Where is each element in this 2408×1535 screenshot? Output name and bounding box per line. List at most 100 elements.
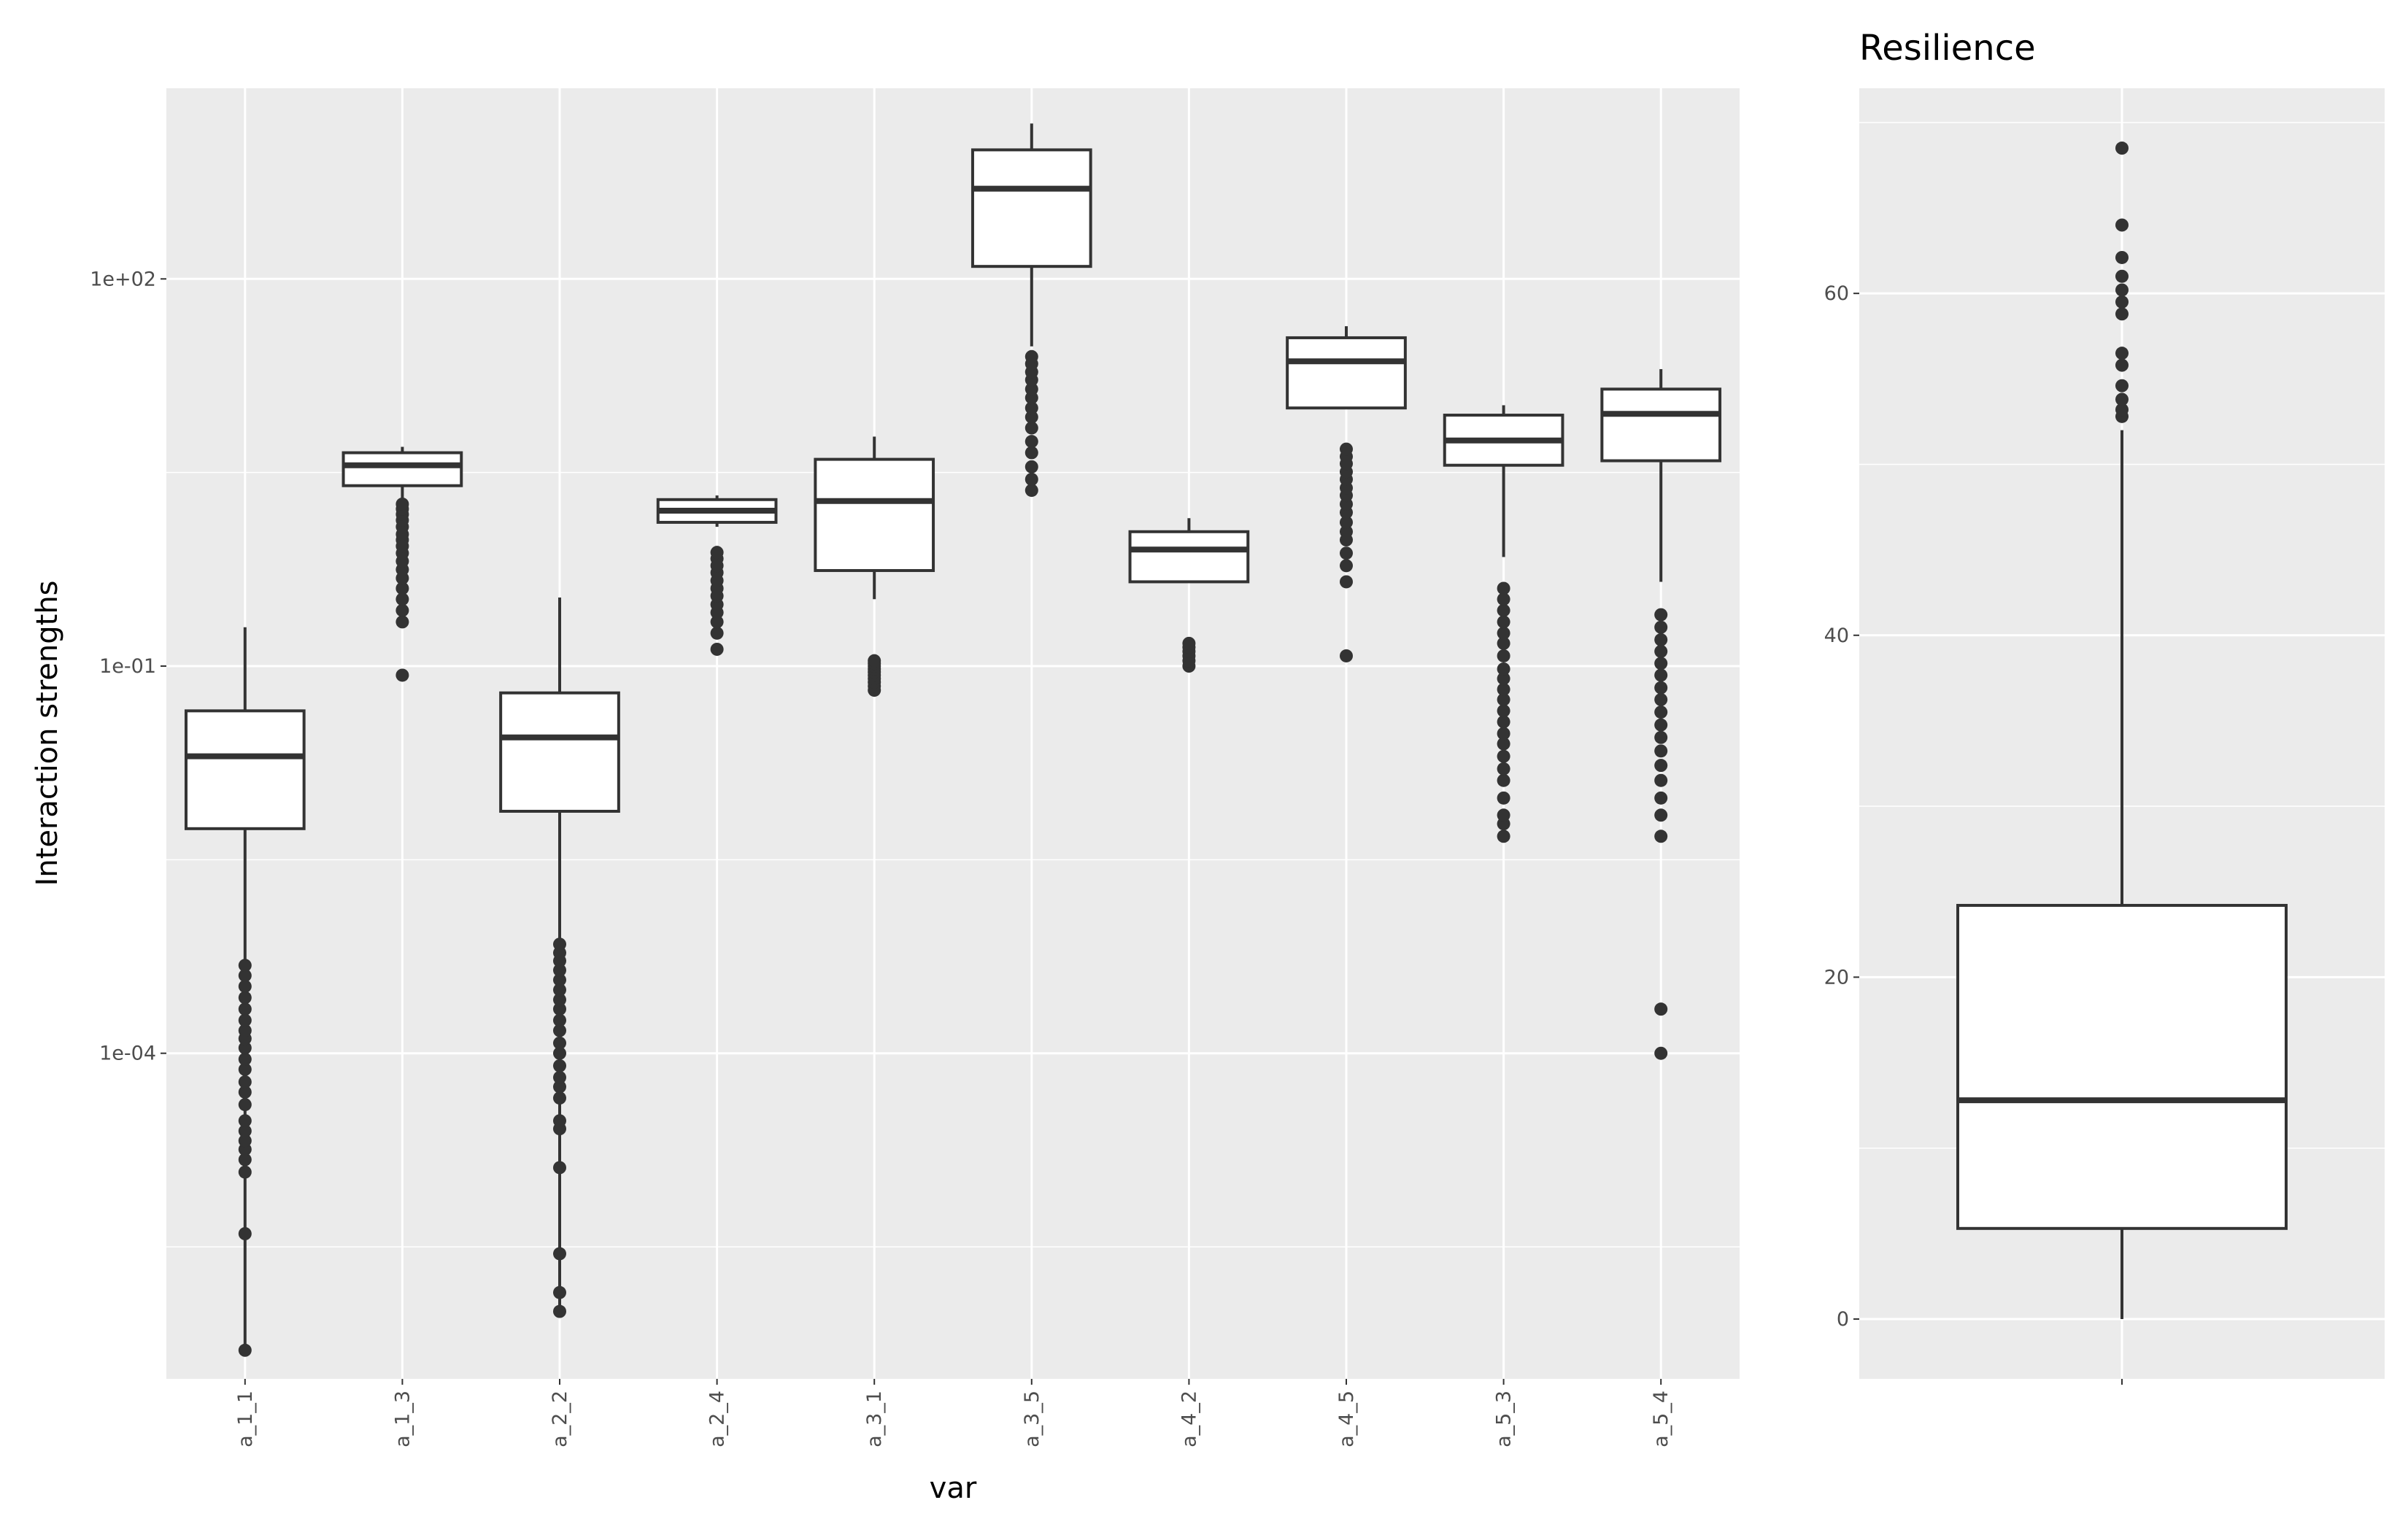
- outlier-point: [1024, 382, 1038, 396]
- boxplot-a-1-1: [184, 627, 306, 1357]
- x-tick-label: a_1_1: [234, 1391, 257, 1447]
- outlier-point: [1340, 649, 1353, 662]
- outlier-point: [553, 1080, 566, 1094]
- outlier-point: [238, 1114, 252, 1128]
- outlier-point: [1024, 484, 1038, 498]
- panel-title: Resilience: [1859, 28, 2036, 69]
- outlier-point: [1497, 682, 1510, 696]
- outlier-point: [710, 615, 724, 629]
- box-iqr: [970, 148, 1092, 268]
- outlier-point: [238, 979, 252, 993]
- left-boxplots: [184, 123, 1722, 1357]
- outlier-point: [238, 1343, 252, 1357]
- x-tick-label: a_2_4: [706, 1391, 729, 1447]
- outlier-point: [1654, 808, 1668, 822]
- x-tick-label: a_4_2: [1178, 1391, 1200, 1447]
- outlier-point: [1654, 744, 1668, 758]
- y-tick-label: 60: [1824, 282, 1849, 305]
- outlier-point: [1654, 730, 1668, 744]
- outlier-point: [1654, 668, 1668, 682]
- outlier-point: [553, 1036, 566, 1050]
- outlier-point: [1497, 672, 1510, 686]
- box-iqr: [1286, 336, 1407, 410]
- outlier-point: [1497, 791, 1510, 805]
- outlier-point: [395, 497, 409, 511]
- outlier-point: [710, 546, 724, 560]
- outlier-point: [1497, 727, 1510, 741]
- y-tick-label: 1e-04: [99, 1043, 156, 1065]
- outlier-point: [553, 937, 566, 951]
- outlier-point: [553, 983, 566, 997]
- outlier-point: [1024, 401, 1038, 415]
- outlier-point: [1497, 830, 1510, 843]
- outlier-point: [1497, 592, 1510, 606]
- outlier-point: [1497, 773, 1510, 787]
- outlier-point: [1497, 737, 1510, 751]
- outlier-point: [1340, 442, 1353, 456]
- outlier-point: [553, 1304, 566, 1318]
- outlier-point: [395, 603, 409, 617]
- outlier-point: [1182, 636, 1196, 650]
- outlier-point: [238, 1085, 252, 1099]
- outlier-point: [1654, 1046, 1668, 1060]
- outlier-point: [1497, 649, 1510, 662]
- outlier-point: [238, 1062, 252, 1076]
- outlier-point: [238, 1041, 252, 1055]
- box-iqr: [184, 709, 306, 830]
- y-tick-label: 20: [1824, 966, 1849, 989]
- outlier-point: [1497, 626, 1510, 640]
- interaction-strengths-panel: 1e-04 1e-01 1e+02 a_1_1 a_1_3 a_2_2 a_2_4 a_3_…: [31, 88, 1740, 1505]
- outlier-point: [1654, 705, 1668, 719]
- outlier-point: [1497, 603, 1510, 617]
- boxplot-a-5-4: [1600, 368, 1722, 1060]
- outlier-point: [1024, 349, 1038, 363]
- outlier-point: [2115, 295, 2129, 309]
- outlier-point: [1654, 718, 1668, 732]
- outlier-point: [2115, 269, 2129, 283]
- y-tick-label: 1e+02: [90, 268, 156, 290]
- outlier-point: [238, 1002, 252, 1016]
- outlier-point: [553, 1247, 566, 1261]
- x-tick-label: a_5_4: [1650, 1391, 1672, 1447]
- outlier-point: [2115, 347, 2129, 360]
- outlier-point: [1497, 615, 1510, 629]
- outlier-point: [553, 1046, 566, 1060]
- outlier-point: [1024, 410, 1038, 424]
- x-axis-title: var: [930, 1472, 977, 1505]
- outlier-point: [2115, 142, 2129, 155]
- boxplot-a-2-2: [499, 597, 620, 1318]
- outlier-point: [1497, 749, 1510, 763]
- outlier-point: [710, 626, 724, 640]
- outlier-point: [1024, 435, 1038, 449]
- box-iqr: [1128, 530, 1250, 584]
- resilience-panel: Resilience 0 20 40 60: [1824, 28, 2385, 1385]
- outlier-point: [553, 1114, 566, 1128]
- outlier-point: [710, 642, 724, 656]
- outlier-point: [2115, 358, 2129, 372]
- boxplot-a-4-5: [1286, 326, 1407, 662]
- outlier-point: [238, 969, 252, 983]
- outlier-point: [1340, 559, 1353, 573]
- outlier-point: [868, 654, 881, 668]
- outlier-point: [1654, 633, 1668, 646]
- outlier-point: [238, 1226, 252, 1240]
- boxplot-a-1-3: [341, 446, 463, 682]
- outlier-point: [1024, 421, 1038, 435]
- outlier-point: [1340, 525, 1353, 538]
- outlier-point: [238, 1075, 252, 1089]
- outlier-point: [238, 1024, 252, 1037]
- outlier-point: [238, 1153, 252, 1167]
- box-iqr: [814, 457, 935, 573]
- box-iqr: [1956, 903, 2288, 1230]
- x-tick-label: a_2_2: [549, 1391, 571, 1447]
- outlier-point: [1654, 644, 1668, 658]
- y-tick-label: 0: [1837, 1308, 1849, 1331]
- left-x-axis: a_1_1 a_1_3 a_2_2 a_2_4 a_3_1 a_3_5 a_4_2 a_4_5…: [234, 1379, 1672, 1447]
- boxplot-a-2-4: [656, 495, 778, 656]
- outlier-point: [1654, 620, 1668, 634]
- boxplot-a-3-1: [814, 436, 935, 697]
- outlier-point: [2115, 403, 2129, 417]
- outlier-point: [1497, 662, 1510, 676]
